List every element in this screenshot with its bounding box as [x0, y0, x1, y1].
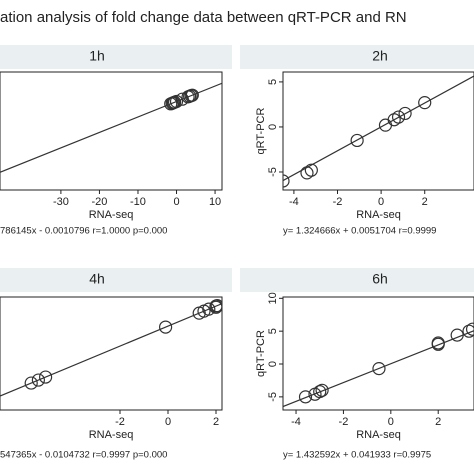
equation: 547365x - 0.0104732 r=0.9997 p=0.000	[0, 450, 167, 461]
plot-content	[283, 75, 474, 188]
point	[398, 106, 412, 121]
point	[298, 390, 313, 404]
point	[38, 370, 53, 384]
point	[169, 94, 184, 109]
y-tick-label: 0	[267, 361, 279, 367]
equation: 786145x - 0.0010796 r=1.0000 p=0.000	[0, 226, 167, 237]
x-tick-label: 0	[165, 416, 171, 428]
x-tick-label: 0	[173, 196, 179, 208]
point	[210, 299, 222, 313]
panel-title: 2h	[372, 48, 388, 64]
plot-content	[0, 299, 222, 397]
point	[350, 133, 364, 148]
plot-area	[0, 296, 223, 411]
panel-header	[240, 45, 474, 69]
y-tick-label: -5	[267, 392, 279, 402]
y-tick-label: 5	[267, 79, 279, 85]
point	[465, 322, 474, 336]
x-tick-label: 0	[378, 196, 384, 208]
x-tick-label: 2	[422, 196, 428, 208]
x-axis-label: RNA-seq	[89, 209, 134, 221]
x-tick-label: 2	[435, 416, 441, 428]
point	[418, 96, 432, 110]
x-tick-label: -2	[333, 196, 343, 208]
figure-title: ation analysis of fold change data betwe…	[0, 9, 407, 26]
plot-content	[0, 82, 222, 173]
x-tick-label: -4	[289, 196, 299, 208]
x-axis-label: RNA-seq	[356, 429, 401, 441]
point	[372, 362, 386, 376]
fit-line	[283, 75, 474, 182]
x-tick-label: -4	[291, 416, 301, 428]
x-tick-label: 10	[209, 196, 221, 208]
x-axis-label: RNA-seq	[89, 429, 134, 441]
plot-content	[283, 322, 474, 408]
plot-area	[282, 296, 474, 411]
point	[24, 376, 38, 390]
panel-header	[0, 268, 232, 292]
panel-header	[0, 45, 232, 69]
point	[450, 328, 464, 342]
equation: y= 1.324666x + 0.0051704 r=0.9999	[283, 226, 436, 237]
point	[431, 336, 445, 350]
x-tick-label: 2	[213, 416, 219, 428]
panel-title: 1h	[89, 48, 105, 64]
y-tick-label: 5	[267, 328, 279, 334]
point	[202, 302, 216, 316]
point	[283, 174, 290, 188]
x-tick-label: -30	[53, 196, 69, 208]
point	[209, 300, 222, 314]
x-tick-label: -2	[115, 416, 125, 428]
x-tick-label: -10	[130, 196, 146, 208]
y-tick-label: 0	[267, 124, 279, 130]
point	[159, 320, 173, 334]
point	[315, 383, 329, 397]
point	[462, 324, 474, 338]
x-tick-label: -20	[91, 196, 107, 208]
point	[185, 88, 199, 102]
point	[31, 373, 46, 387]
point	[391, 110, 406, 124]
point	[313, 385, 327, 399]
fit-line	[283, 330, 474, 408]
y-axis-label: qRT-PCR	[255, 330, 267, 377]
x-tick-label: -2	[339, 416, 349, 428]
fit-line	[0, 82, 222, 173]
panel-header	[240, 268, 474, 292]
y-axis-label: qRT-PCR	[255, 108, 267, 155]
x-axis-label: RNA-seq	[356, 209, 401, 221]
point	[304, 163, 318, 177]
y-tick-label: -5	[267, 167, 279, 177]
y-tick-label: 10	[267, 292, 279, 304]
equation: y= 1.432592x + 0.041933 r=0.9975	[283, 450, 431, 461]
panel-title: 4h	[89, 271, 105, 287]
plot-area	[282, 71, 474, 191]
panel-title: 6h	[372, 271, 388, 287]
x-tick-label: 0	[388, 416, 394, 428]
